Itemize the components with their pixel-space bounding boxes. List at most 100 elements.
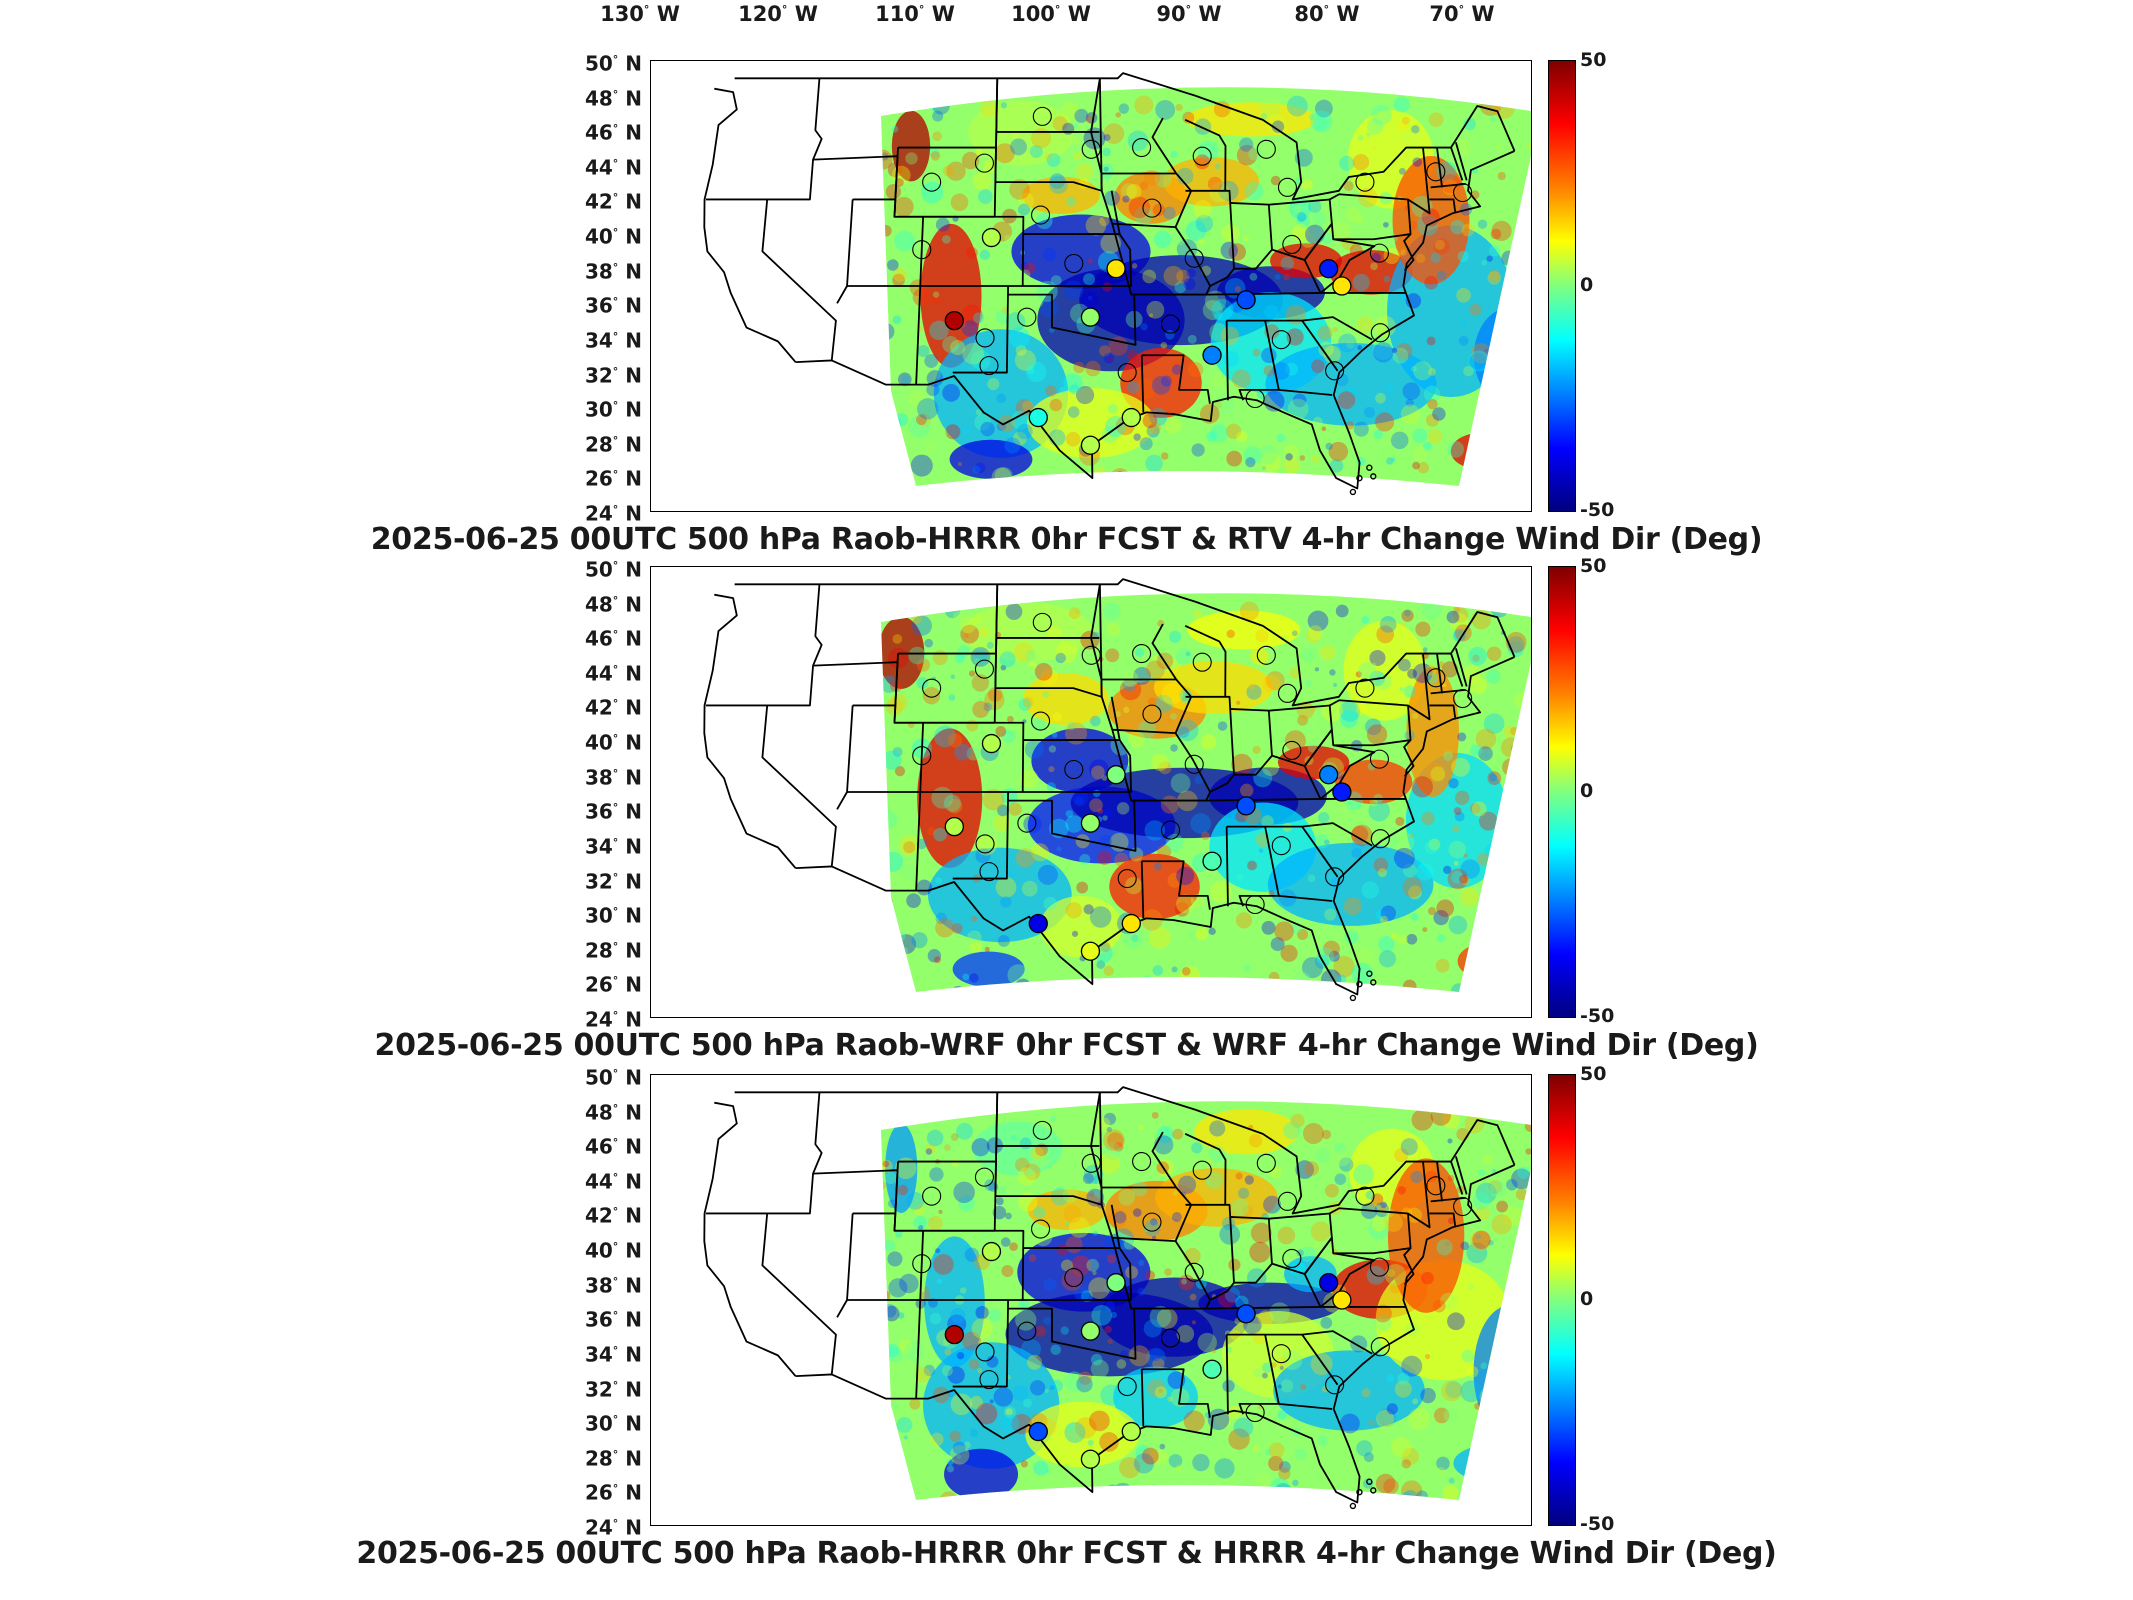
station-ring[interactable]: [1277, 177, 1298, 197]
station-ring[interactable]: [1282, 234, 1302, 255]
station-marker[interactable]: [1080, 1449, 1101, 1469]
station-ring[interactable]: [1064, 1267, 1084, 1288]
station-marker[interactable]: [1202, 345, 1222, 365]
station-ring[interactable]: [1031, 205, 1051, 225]
station-ring[interactable]: [1064, 253, 1084, 274]
station-marker[interactable]: [1121, 407, 1141, 428]
station-ring[interactable]: [1064, 759, 1084, 780]
station-ring[interactable]: [1160, 1328, 1181, 1348]
station-ring[interactable]: [974, 1167, 995, 1187]
station-ring[interactable]: [1256, 1153, 1276, 1173]
station-marker[interactable]: [944, 1324, 964, 1345]
station-ring[interactable]: [1282, 1248, 1302, 1269]
station-marker[interactable]: [1332, 782, 1352, 802]
station-marker[interactable]: [1028, 407, 1048, 428]
station-ring[interactable]: [1245, 388, 1265, 409]
station-ring[interactable]: [979, 1370, 999, 1390]
station-ring[interactable]: [1031, 711, 1051, 731]
station-ring[interactable]: [1032, 612, 1052, 632]
station-ring[interactable]: [1117, 868, 1137, 889]
station-ring[interactable]: [1132, 137, 1152, 158]
station-ring[interactable]: [1426, 668, 1446, 688]
station-ring[interactable]: [1325, 1375, 1345, 1395]
station-marker[interactable]: [1080, 941, 1101, 961]
station-ring[interactable]: [1369, 1257, 1389, 1277]
station-ring[interactable]: [1081, 139, 1101, 159]
station-ring[interactable]: [1369, 243, 1389, 263]
station-ring[interactable]: [975, 1342, 995, 1362]
station-ring[interactable]: [974, 153, 995, 173]
station-marker[interactable]: [1028, 913, 1048, 934]
station-ring[interactable]: [1142, 1212, 1162, 1232]
station-marker[interactable]: [1121, 1421, 1141, 1442]
station-ring[interactable]: [1081, 645, 1101, 665]
station-ring[interactable]: [975, 328, 995, 348]
station-ring[interactable]: [1142, 704, 1162, 724]
station-marker[interactable]: [1202, 851, 1222, 871]
station-marker[interactable]: [1202, 1359, 1222, 1379]
station-marker[interactable]: [1080, 813, 1101, 833]
station-ring[interactable]: [1031, 1219, 1051, 1239]
station-ring[interactable]: [1277, 683, 1298, 703]
station-ring[interactable]: [975, 834, 995, 854]
station-ring[interactable]: [1370, 1337, 1390, 1357]
station-ring[interactable]: [1017, 307, 1037, 327]
station-ring[interactable]: [912, 240, 932, 260]
station-ring[interactable]: [912, 1254, 932, 1274]
station-marker[interactable]: [1318, 1273, 1339, 1293]
station-ring[interactable]: [1355, 172, 1375, 192]
station-ring[interactable]: [922, 678, 942, 698]
station-ring[interactable]: [1370, 323, 1390, 343]
station-ring[interactable]: [1017, 1321, 1037, 1341]
station-ring[interactable]: [1184, 248, 1204, 268]
station-marker[interactable]: [944, 816, 964, 837]
station-ring[interactable]: [1160, 820, 1181, 840]
station-marker[interactable]: [1318, 259, 1339, 279]
station-ring[interactable]: [1184, 1262, 1204, 1282]
station-ring[interactable]: [1453, 1196, 1473, 1217]
station-ring[interactable]: [1017, 813, 1037, 833]
station-ring[interactable]: [1426, 1176, 1446, 1196]
station-ring[interactable]: [1256, 139, 1276, 159]
station-marker[interactable]: [1080, 307, 1101, 327]
station-ring[interactable]: [1245, 894, 1265, 915]
station-ring[interactable]: [1355, 1186, 1375, 1206]
station-ring[interactable]: [1271, 330, 1291, 350]
station-marker[interactable]: [981, 227, 1002, 248]
station-ring[interactable]: [1325, 361, 1345, 381]
station-ring[interactable]: [1192, 146, 1212, 166]
station-marker[interactable]: [1318, 765, 1339, 785]
station-ring[interactable]: [1277, 1191, 1298, 1211]
station-marker[interactable]: [981, 733, 1002, 754]
station-marker[interactable]: [1028, 1421, 1048, 1442]
station-ring[interactable]: [1160, 314, 1181, 334]
station-ring[interactable]: [979, 862, 999, 882]
station-ring[interactable]: [1117, 1376, 1137, 1397]
station-ring[interactable]: [1256, 645, 1276, 665]
station-ring[interactable]: [1370, 829, 1390, 849]
station-ring[interactable]: [1271, 1344, 1291, 1364]
station-marker[interactable]: [1236, 290, 1256, 310]
station-ring[interactable]: [979, 356, 999, 376]
station-ring[interactable]: [1132, 643, 1152, 664]
station-ring[interactable]: [1453, 688, 1473, 709]
station-ring[interactable]: [1245, 1402, 1265, 1423]
station-ring[interactable]: [1032, 1120, 1052, 1140]
station-ring[interactable]: [1426, 162, 1446, 182]
station-ring[interactable]: [1192, 1160, 1212, 1180]
station-ring[interactable]: [1325, 867, 1345, 887]
station-marker[interactable]: [1106, 259, 1126, 279]
station-marker[interactable]: [1106, 765, 1126, 785]
station-marker[interactable]: [1106, 1273, 1126, 1293]
station-ring[interactable]: [1453, 182, 1473, 203]
station-ring[interactable]: [922, 172, 942, 192]
station-ring[interactable]: [912, 746, 932, 766]
station-marker[interactable]: [944, 310, 964, 331]
station-ring[interactable]: [974, 659, 995, 679]
station-marker[interactable]: [1332, 276, 1352, 296]
station-ring[interactable]: [1355, 678, 1375, 698]
station-marker[interactable]: [1080, 1321, 1101, 1341]
station-ring[interactable]: [1271, 836, 1291, 856]
station-ring[interactable]: [1142, 198, 1162, 218]
station-ring[interactable]: [1369, 749, 1389, 769]
